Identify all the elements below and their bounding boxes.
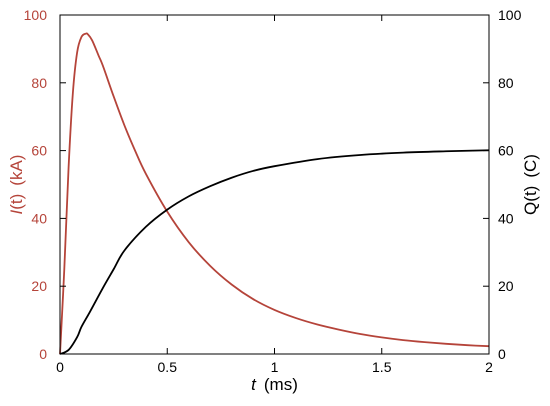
right-y-axis-label: Q(t) (C) xyxy=(521,154,540,215)
right-y-axis-var: Q xyxy=(521,202,540,215)
right-y-axis-unit: (C) xyxy=(521,154,540,178)
right-y-tick-label: 60 xyxy=(498,143,514,159)
left-y-tick-label: 60 xyxy=(31,143,47,159)
right-y-axis-rest: (t) xyxy=(521,186,540,202)
left-y-tick-label: 80 xyxy=(31,75,47,91)
left-y-axis-rest: (t) xyxy=(7,194,26,210)
left-y-axis-label: I(t) (kA) xyxy=(7,155,26,215)
x-tick-label: 1 xyxy=(271,359,279,375)
right-y-tick-label: 100 xyxy=(498,7,522,23)
right-y-tick-label: 20 xyxy=(498,278,514,294)
left-y-tick-label: 20 xyxy=(31,278,47,294)
left-y-tick-label: 40 xyxy=(31,210,47,226)
charge-series-line xyxy=(59,149,490,355)
x-axis-label: t (ms) xyxy=(251,375,298,394)
left-y-tick-label: 100 xyxy=(24,7,48,23)
x-axis-unit: (ms) xyxy=(264,375,298,394)
right-y-tick-label: 80 xyxy=(498,75,514,91)
right-y-tick-label: 0 xyxy=(498,346,506,362)
x-tick-label: 2 xyxy=(485,359,493,375)
left-y-tick-label: 0 xyxy=(39,346,47,362)
current-series-line xyxy=(59,32,490,355)
x-tick-label: 0.5 xyxy=(158,359,178,375)
plot-frame xyxy=(59,14,490,355)
x-axis-var: t xyxy=(251,375,257,394)
left-y-axis-var: I xyxy=(7,209,26,214)
x-tick-label: 0 xyxy=(56,359,64,375)
left-y-axis-unit: (kA) xyxy=(7,155,26,186)
right-y-tick-label: 40 xyxy=(498,210,514,226)
x-tick-label: 1.5 xyxy=(372,359,392,375)
